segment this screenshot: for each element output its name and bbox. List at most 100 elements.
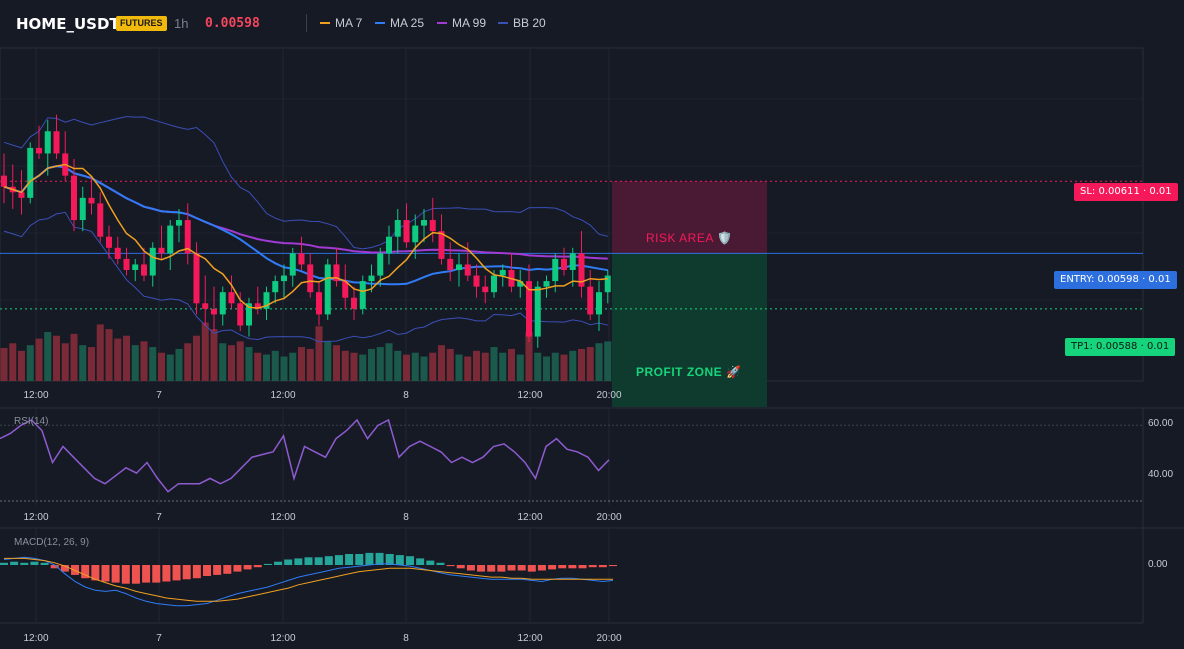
volume-bar bbox=[70, 333, 78, 381]
macd-histogram-bar bbox=[537, 565, 546, 571]
macd-histogram-bar bbox=[406, 556, 414, 565]
price-panel-frame bbox=[0, 47, 1144, 382]
candle-body bbox=[473, 275, 480, 287]
symbol-title[interactable]: HOME_USDT bbox=[16, 15, 120, 33]
legend-swatch bbox=[320, 22, 330, 24]
volume-bar bbox=[315, 326, 323, 381]
x-tick-label: 12:00 bbox=[517, 390, 542, 401]
volume-bar bbox=[26, 345, 34, 381]
legend-label: MA 7 bbox=[335, 16, 363, 30]
volume-bar bbox=[236, 341, 244, 381]
volume-bar bbox=[35, 338, 43, 381]
macd-histogram-bar bbox=[477, 565, 486, 572]
volume-bar bbox=[333, 345, 340, 381]
bollinger-upper bbox=[3, 116, 608, 250]
macd-histogram-bar bbox=[578, 565, 587, 569]
macd-histogram-bar bbox=[0, 562, 8, 565]
macd-histogram-bar bbox=[162, 565, 171, 582]
candle-body bbox=[307, 264, 314, 293]
macd-histogram-bar bbox=[60, 565, 69, 572]
candle-body bbox=[394, 220, 401, 237]
volume-bar bbox=[569, 350, 577, 381]
legend-bb20[interactable]: BB 20 bbox=[498, 16, 546, 30]
x-tick-label: 7 bbox=[156, 390, 162, 401]
candle-body bbox=[211, 308, 217, 315]
candle-body bbox=[132, 264, 139, 270]
macd-histogram-bar bbox=[253, 565, 262, 568]
volume-bar bbox=[149, 347, 157, 381]
candle-body bbox=[141, 264, 147, 276]
futures-badge: FUTURES bbox=[116, 16, 167, 31]
candle-body bbox=[106, 236, 112, 248]
volume-bar bbox=[289, 352, 297, 381]
volume-bar bbox=[53, 335, 60, 381]
volume-bar bbox=[158, 352, 165, 381]
candle-body bbox=[561, 258, 567, 270]
volume-bar bbox=[219, 343, 227, 381]
macd-histogram-bar bbox=[243, 565, 252, 570]
macd-histogram-bar bbox=[233, 565, 242, 572]
candle-body bbox=[123, 258, 130, 270]
candle-body bbox=[517, 281, 524, 287]
macd-histogram-bar bbox=[497, 565, 506, 572]
macd-histogram-bar bbox=[274, 561, 283, 565]
volume-bar bbox=[420, 356, 428, 381]
macd-histogram-bar bbox=[81, 565, 90, 579]
stop-loss-tag: SL: 0.00611 · 0.01 bbox=[1074, 183, 1178, 201]
volume-bar bbox=[473, 350, 480, 381]
x-tick-label: 20:00 bbox=[596, 390, 621, 401]
candle-body bbox=[36, 147, 42, 154]
volume-bar bbox=[210, 329, 218, 381]
candle-body bbox=[272, 281, 279, 293]
volume-bar bbox=[18, 350, 25, 381]
volume-bar bbox=[586, 347, 594, 381]
macd-histogram-bar bbox=[142, 565, 151, 583]
legend-ma7[interactable]: MA 7 bbox=[320, 16, 362, 30]
candle-body bbox=[97, 203, 104, 237]
legend-ma99[interactable]: MA 99 bbox=[437, 16, 486, 30]
candle-body bbox=[316, 292, 322, 315]
volume-bar bbox=[123, 335, 130, 381]
candle-body bbox=[18, 192, 25, 198]
volume-bar bbox=[79, 345, 87, 381]
candle-body bbox=[456, 264, 462, 270]
legend-label: MA 99 bbox=[452, 16, 487, 30]
candle-body bbox=[176, 220, 182, 226]
volume-bar bbox=[595, 343, 603, 381]
macd-histogram-bar bbox=[395, 555, 404, 565]
candle-body bbox=[604, 275, 611, 293]
volume-bar bbox=[131, 345, 139, 381]
legend-swatch bbox=[437, 22, 447, 24]
x-tick-label: 8 bbox=[403, 633, 409, 644]
candle-body bbox=[587, 286, 594, 315]
volume-bar bbox=[551, 352, 559, 381]
volume-bar bbox=[166, 354, 174, 381]
macd-histogram-bar bbox=[416, 558, 425, 565]
timeframe-selector[interactable]: 1h bbox=[174, 16, 189, 31]
volume-bar bbox=[350, 352, 358, 381]
legend-ma25[interactable]: MA 25 bbox=[375, 16, 424, 30]
x-tick-label: 8 bbox=[403, 512, 409, 523]
candle-body bbox=[1, 175, 7, 187]
macd-histogram-bar bbox=[568, 565, 577, 569]
macd-histogram-bar bbox=[609, 565, 617, 567]
macd-histogram-bar bbox=[203, 565, 211, 576]
macd-histogram-bar bbox=[284, 559, 293, 565]
volume-bar bbox=[455, 354, 463, 381]
volume-bar bbox=[411, 352, 419, 381]
volume-bar bbox=[175, 348, 183, 381]
volume-bar bbox=[534, 352, 542, 381]
volume-bar bbox=[193, 335, 200, 381]
macd-histogram-bar bbox=[487, 565, 496, 572]
volume-bar bbox=[376, 347, 384, 381]
macd-histogram-bar bbox=[71, 565, 80, 575]
candle-body bbox=[27, 147, 34, 198]
candle-body bbox=[596, 292, 602, 315]
volume-bar bbox=[298, 347, 305, 381]
volume-bar bbox=[394, 350, 402, 381]
volume-bar bbox=[88, 347, 95, 381]
macd-histogram-bar bbox=[101, 565, 110, 582]
candle-body bbox=[464, 264, 471, 276]
volume-bar bbox=[306, 348, 314, 381]
